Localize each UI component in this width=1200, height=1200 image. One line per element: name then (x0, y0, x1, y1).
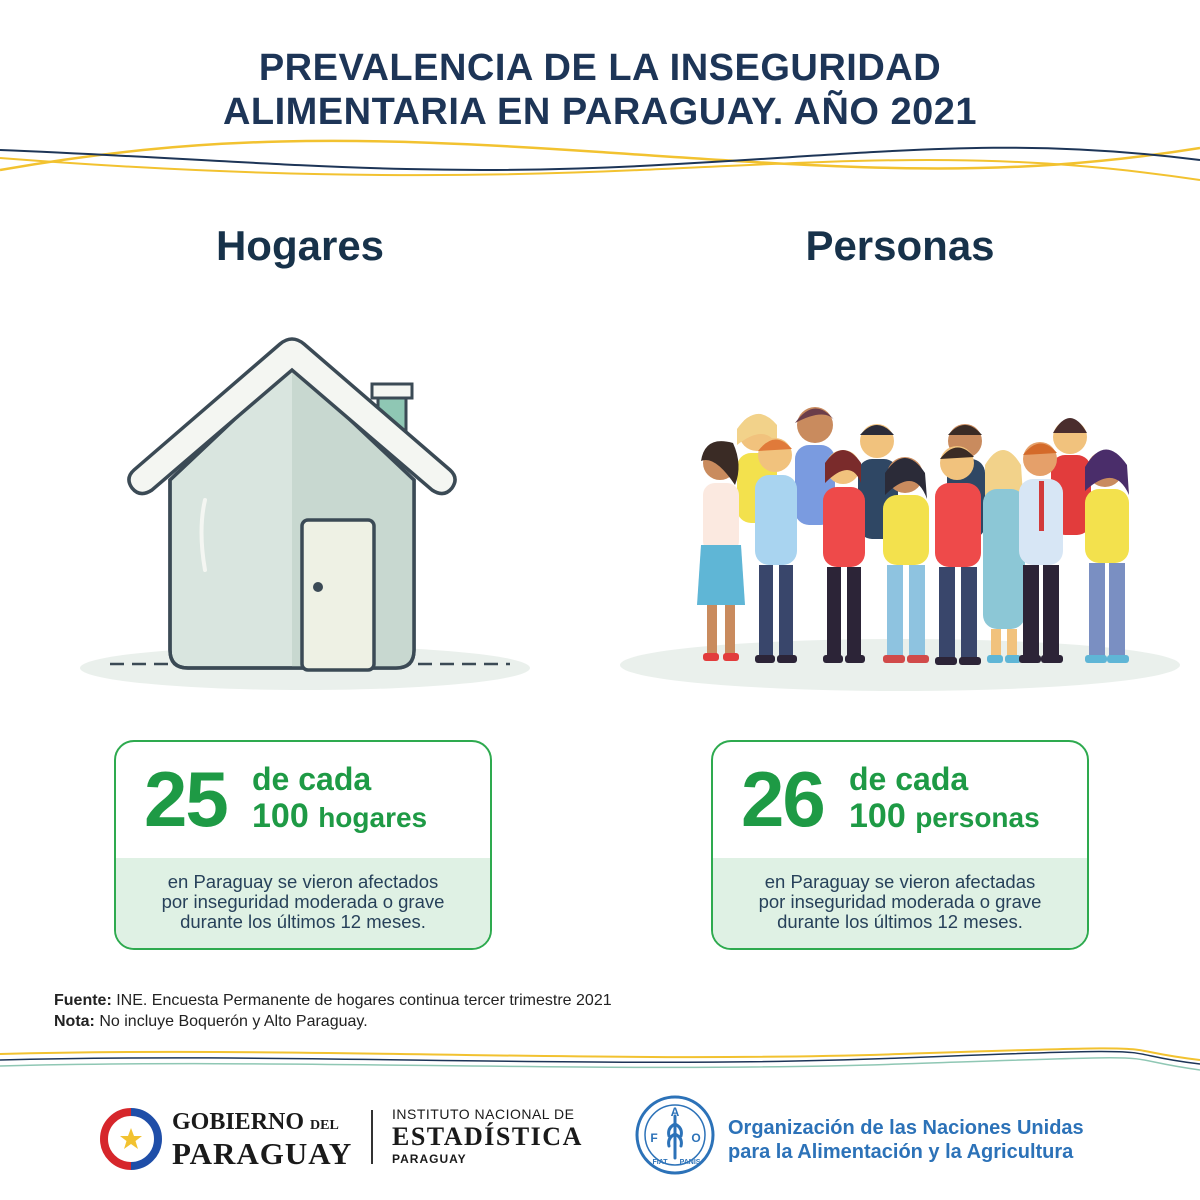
gobierno-emblem-icon (100, 1108, 162, 1170)
hogares-desc-line-3: durante los últimos 12 meses. (180, 911, 426, 932)
hogares-stat-card: 25 de cada 100 hogares en Paraguay se vi… (114, 740, 492, 950)
person-mid-8 (1085, 449, 1129, 657)
personas-desc-line-1: en Paraguay se vieron afectadas (764, 871, 1036, 892)
person-mid-7 (1019, 442, 1063, 657)
people-feet (703, 653, 1129, 665)
svg-text:O: O (691, 1131, 700, 1145)
house-illustration (80, 337, 530, 690)
person-mid-3 (823, 450, 865, 657)
person-mid-2 (755, 438, 797, 657)
personas-heading: Personas (805, 222, 995, 269)
svg-text:A: A (671, 1105, 680, 1119)
source-label: Fuente: (54, 992, 112, 1009)
fao-emblem-icon: A F O FIAT PANIS (635, 1095, 715, 1175)
gobierno-line-2: PARAGUAY (172, 1136, 353, 1171)
personas-number: 26 (741, 755, 826, 843)
note-text: No incluye Boquerón y Alto Paraguay. (94, 1013, 368, 1030)
top-wave-decoration (0, 139, 1200, 181)
person-mid-5 (935, 446, 981, 659)
hogares-total: 100 (252, 797, 309, 835)
people-illustration (620, 407, 1180, 691)
personas-description: en Paraguay se vieron afectadas por inse… (713, 858, 1087, 948)
person-mid-1 (697, 441, 745, 655)
gobierno-line-1: GOBIERNO (172, 1109, 305, 1135)
hogares-number: 25 (144, 755, 229, 843)
personas-stat-card: 26 de cada 100 personas en Paraguay se v… (711, 740, 1089, 950)
person-mid-6 (983, 450, 1025, 657)
note-label: Nota: (54, 1013, 95, 1030)
source-line: Fuente: INE. Encuesta Permanente de hoga… (54, 990, 612, 1011)
bottom-wave-decoration (0, 1047, 1200, 1071)
page-title: PREVALENCIA DE LA INSEGURIDAD ALIMENTARI… (0, 46, 1200, 134)
ine-line-1: INSTITUTO NACIONAL DE (392, 1106, 575, 1122)
hogares-desc-line-2: por inseguridad moderada o grave (161, 891, 445, 912)
ine-line-3: PARAGUAY (392, 1152, 467, 1166)
personas-total: 100 (849, 797, 906, 835)
person-mid-4 (883, 457, 929, 657)
hogares-unit: hogares (318, 802, 428, 833)
note-line: Nota: No incluye Boquerón y Alto Paragua… (54, 1011, 612, 1032)
title-line-1: PREVALENCIA DE LA INSEGURIDAD (258, 47, 942, 89)
personas-unit: personas (915, 802, 1040, 833)
footer-divider (371, 1110, 373, 1164)
hogares-description: en Paraguay se vieron afectados por inse… (116, 858, 490, 948)
fao-line-2: para la Alimentación y la Agricultura (728, 1141, 1074, 1163)
ine-line-2: ESTADÍSTICA (392, 1122, 583, 1151)
hogares-heading: Hogares (215, 222, 385, 269)
svg-text:FIAT: FIAT (652, 1159, 668, 1166)
personas-total-line: 100 personas (849, 796, 1040, 838)
personas-stat-top: 26 de cada 100 personas (713, 742, 1087, 858)
source-notes: Fuente: INE. Encuesta Permanente de hoga… (54, 990, 612, 1032)
hogares-desc-line-1: en Paraguay se vieron afectados (167, 871, 439, 892)
svg-text:F: F (650, 1131, 657, 1145)
gobierno-del: DEL (310, 1118, 339, 1133)
gobierno-wordmark: GOBIERNO DEL PARAGUAY (172, 1110, 352, 1170)
title-line-2: ALIMENTARIA EN PARAGUAY. AÑO 2021 (222, 91, 978, 133)
ine-wordmark: INSTITUTO NACIONAL DE ESTADÍSTICA PARAGU… (392, 1106, 583, 1166)
hogares-total-line: 100 hogares (252, 796, 427, 838)
svg-text:PANIS: PANIS (680, 1159, 701, 1166)
hogares-of-each: de cada (252, 761, 372, 797)
fao-wordmark: Organización de las Naciones Unidas para… (728, 1116, 1084, 1164)
source-text: INE. Encuesta Permanente de hogares cont… (111, 992, 612, 1009)
fao-line-1: Organización de las Naciones Unidas (728, 1117, 1084, 1139)
personas-desc-line-2: por inseguridad moderada o grave (758, 891, 1042, 912)
personas-desc-line-3: durante los últimos 12 meses. (777, 911, 1023, 932)
hogares-stat-top: 25 de cada 100 hogares (116, 742, 490, 858)
personas-of-each: de cada (849, 761, 969, 797)
